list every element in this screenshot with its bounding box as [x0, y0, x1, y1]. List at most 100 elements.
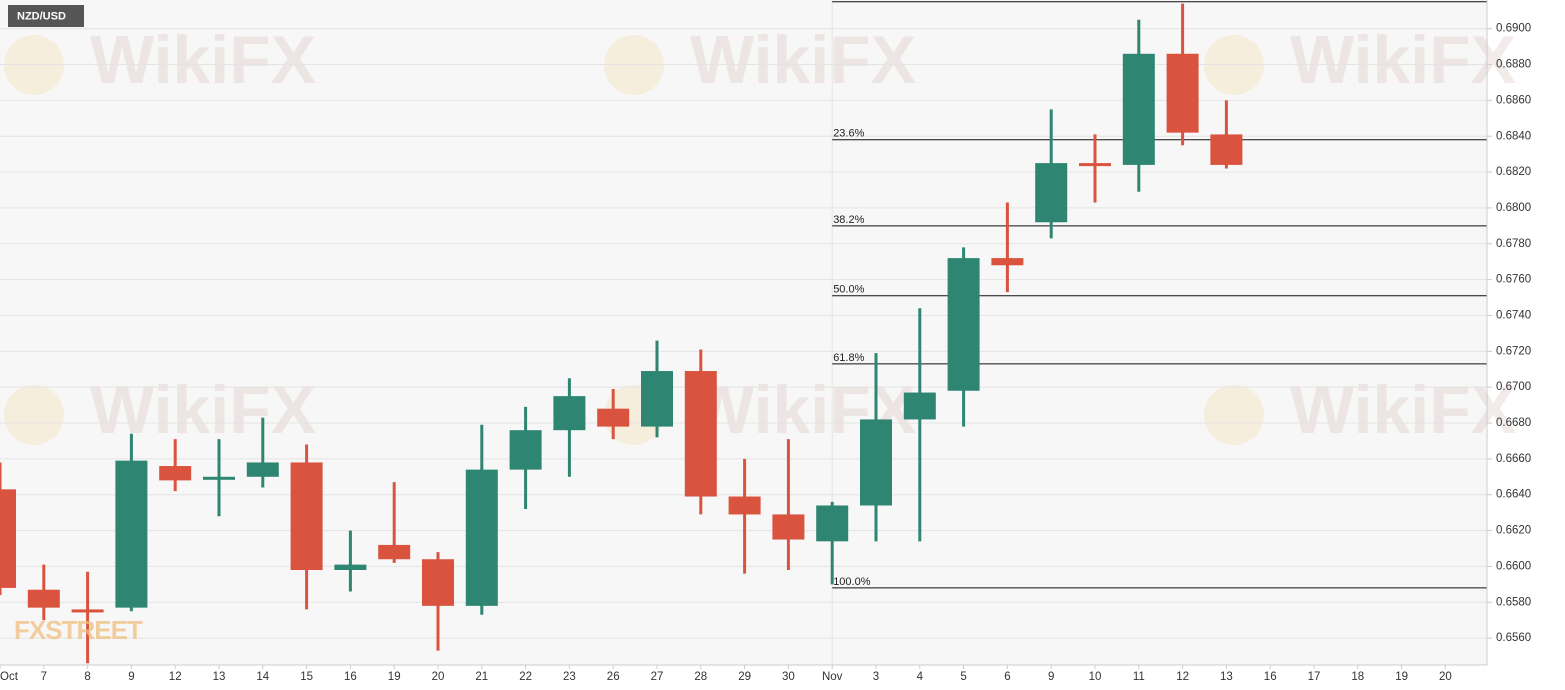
watermark: WikiFX [690, 22, 916, 98]
x-tick-label: 4 [917, 671, 924, 683]
y-tick-label: 0.6700 [1496, 381, 1531, 393]
marks: 0.0% 23.6% 38.2% 50.0% 61.8% 100.0% [0, 0, 1487, 664]
candle-body [816, 505, 849, 542]
x-tick-label: 8 [84, 671, 90, 683]
x-tick-label: 19 [388, 671, 401, 683]
candle-body [991, 258, 1024, 266]
fib-label: 23.6% [833, 128, 864, 140]
x-tick-label: 5 [960, 671, 966, 683]
candle-body [465, 469, 498, 606]
candle-body [947, 258, 980, 391]
x-tick-label: 7 [41, 671, 47, 683]
candle-body [290, 462, 323, 570]
watermark-icon [4, 385, 64, 445]
candle-body [378, 544, 411, 560]
watermark: WikiFX [1290, 372, 1516, 448]
x-tick-label: 22 [519, 671, 532, 683]
candle-body [0, 489, 16, 588]
y-tick-label: 0.6620 [1496, 525, 1531, 537]
y-tick-label: 0.6580 [1496, 596, 1531, 608]
candle-body [115, 460, 148, 608]
x-tick-label: 23 [563, 671, 576, 683]
x-tick-label: 18 [1351, 671, 1364, 683]
x-tick-label: 29 [738, 671, 751, 683]
y-tick-label: 0.6560 [1496, 632, 1531, 644]
watermark: WikiFX [90, 22, 316, 98]
x-tick-label: 30 [782, 671, 795, 683]
candle-body [772, 514, 805, 540]
x-tick-label: 11 [1133, 671, 1145, 683]
fib-label: 50.0% [833, 284, 864, 296]
candle-body [246, 462, 279, 477]
y-tick-label: 0.6820 [1496, 166, 1531, 178]
y-tick-label: 0.6860 [1496, 94, 1531, 106]
y-tick-label: 0.6660 [1496, 453, 1531, 465]
candle-body [684, 371, 717, 497]
y-tick-label: 0.6740 [1496, 310, 1531, 322]
candle-body [641, 371, 673, 427]
y-tick-label: 0.6900 [1496, 23, 1531, 35]
x-tick-label: Oct [0, 671, 19, 683]
logo: FXSTREET [14, 615, 143, 645]
candle-body [860, 419, 892, 506]
x-tick-label: 15 [300, 671, 313, 683]
x-tick-label: 20 [432, 671, 445, 683]
candle-body [422, 559, 454, 606]
fib-label: 0.0% [833, 0, 858, 2]
x-tick-label: 9 [128, 671, 134, 683]
candle-body [334, 564, 367, 570]
candle-body [597, 408, 630, 427]
candle-body [1035, 163, 1068, 223]
x-tick-label: 14 [256, 671, 269, 683]
x-tick-label: 13 [1220, 671, 1233, 683]
x-tick-label: 12 [169, 671, 182, 683]
candle-body [71, 609, 104, 613]
x-tick-label: 26 [607, 671, 620, 683]
x-tick-label: 10 [1089, 671, 1102, 683]
candle-body [553, 396, 586, 431]
candle-body [1210, 134, 1243, 165]
y-tick-label: 0.6780 [1496, 238, 1531, 250]
x-tick-label: 6 [1004, 671, 1010, 683]
symbol: NZD/USD [17, 10, 66, 22]
y-tick-label: 0.6720 [1496, 345, 1531, 357]
y-tick-label: 0.6880 [1496, 59, 1531, 71]
y-tick-label: 0.6800 [1496, 202, 1531, 214]
candle-body [1122, 53, 1155, 165]
x-tick-label: 21 [475, 671, 488, 683]
x-tick-label: 9 [1048, 671, 1054, 683]
x-tick-label: 17 [1308, 671, 1321, 683]
candle-body [1079, 163, 1111, 167]
fib-label: 61.8% [833, 352, 864, 364]
x-tick-label: 20 [1439, 671, 1452, 683]
symbol-badge [8, 5, 84, 27]
candle-body [509, 430, 542, 470]
x-tick-label: 12 [1176, 671, 1189, 683]
candle-body [903, 392, 936, 420]
x-tick-label: 16 [1264, 671, 1277, 683]
candle-body [159, 466, 192, 481]
candle-body [1166, 53, 1199, 133]
watermark: WikiFX [1290, 22, 1516, 98]
y-tick-label: 0.6840 [1496, 130, 1531, 142]
candle-body [203, 476, 235, 480]
watermark-icon [1204, 385, 1264, 445]
candle-body [728, 496, 761, 515]
x-tick-label: 19 [1395, 671, 1408, 683]
watermark: WikiFX [90, 372, 316, 448]
x-tick-label: 13 [213, 671, 226, 683]
y-tick-label: 0.6600 [1496, 560, 1531, 572]
x-tick-label: 3 [873, 671, 879, 683]
candle-body [27, 589, 60, 608]
fib-label: 100.0% [833, 576, 871, 588]
x-tick-label: 28 [694, 671, 707, 683]
x-tick-label: 27 [651, 671, 664, 683]
y-tick-label: 0.6640 [1496, 489, 1531, 501]
y-tick-label: 0.6760 [1496, 274, 1531, 286]
y-tick-label: 0.6680 [1496, 417, 1531, 429]
fib-label: 38.2% [833, 214, 864, 226]
x-tick-label: Nov [822, 671, 843, 683]
x-tick-label: 16 [344, 671, 357, 683]
